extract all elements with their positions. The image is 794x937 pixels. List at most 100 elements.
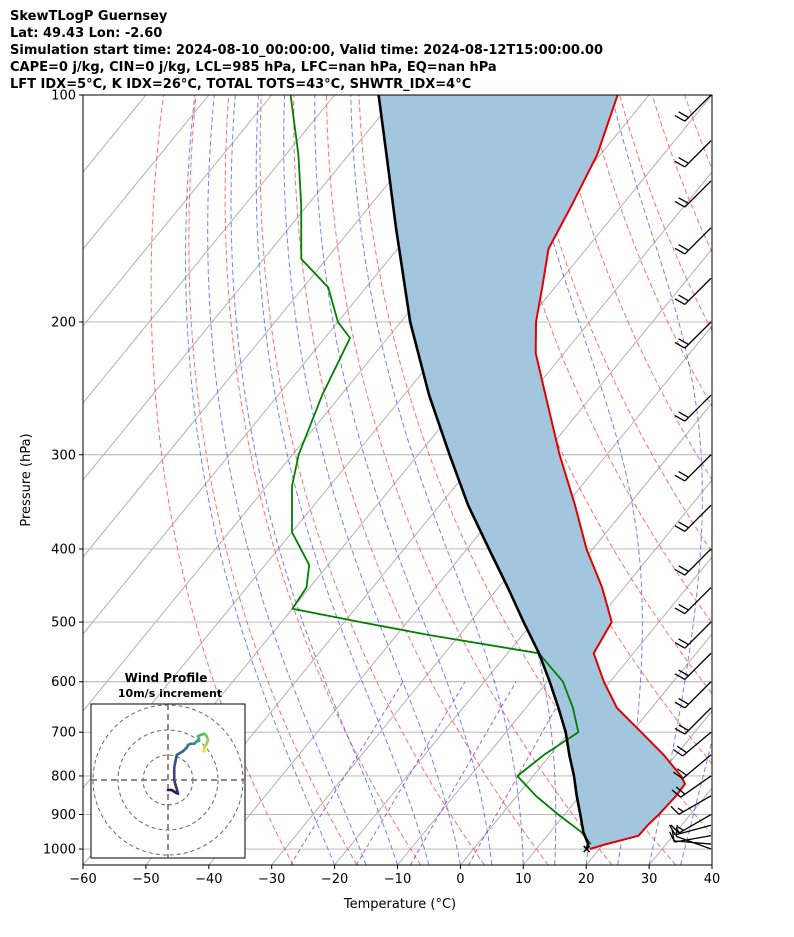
- wind-barb: [674, 587, 712, 615]
- x-tick-label: 10: [515, 872, 532, 887]
- x-tick-label: −50: [132, 872, 159, 887]
- chart-title: SkewTLogP Guernsey: [10, 9, 168, 24]
- wind-barb: [674, 94, 712, 122]
- x-tick-label: 40: [704, 872, 721, 887]
- dry-adiabat: [224, 95, 422, 865]
- wind-barb: [670, 813, 712, 834]
- isotherm-line: [83, 95, 210, 250]
- moist-adiabat: [518, 95, 643, 865]
- x-tick-label: −30: [258, 872, 285, 887]
- x-tick-label: 20: [578, 872, 595, 887]
- location-line: Lat: 49.43 Lon: -2.60: [10, 26, 163, 41]
- isotherm-line: [83, 95, 273, 327]
- wind-barb: [674, 652, 712, 680]
- x-tick-label: −60: [69, 872, 96, 887]
- cape-fill-layer: [378, 95, 685, 849]
- x-tick-label: 30: [641, 872, 658, 887]
- y-tick-label: 600: [51, 675, 76, 690]
- moist-adiabat: [230, 95, 398, 865]
- dry-adiabat: [488, 95, 712, 624]
- mixing-ratio-line: [290, 681, 404, 865]
- isotherm-line: [83, 95, 84, 96]
- isotherm-line: [711, 864, 712, 865]
- cape-line: CAPE=0 j/kg, CIN=0 j/kg, LCL=985 hPa, LF…: [10, 60, 497, 75]
- axes: −60 −50 −40 −30 −20 −10 0 10 20 30 40 100 200 300 400 5…: [43, 89, 720, 888]
- wind-barb: [674, 180, 712, 208]
- temperature-profile-line: [534, 95, 686, 850]
- dry-adiabat: [750, 95, 794, 865]
- surface-parcel-marker: [583, 845, 591, 853]
- cape-cin-fill: [378, 95, 685, 849]
- moist-adiabat: [314, 95, 493, 865]
- profile-lines: [289, 95, 686, 853]
- wind-barb: [674, 140, 712, 168]
- isotherm-line: [83, 95, 398, 481]
- isotherm-line: [397, 479, 712, 865]
- wind-barb: [674, 227, 712, 255]
- isotherm-line: [83, 95, 335, 404]
- y-tick-label: 200: [51, 315, 76, 330]
- y-tick-label: 100: [51, 89, 76, 104]
- dry-adiabat: [783, 95, 794, 865]
- dry-adiabat: [521, 95, 712, 553]
- dry-adiabat: [717, 95, 794, 865]
- mixing-ratio-line: [355, 681, 466, 865]
- moist-adiabat: [711, 863, 712, 865]
- dry-adiabat: [358, 95, 677, 865]
- dry-adiabat: [325, 95, 613, 865]
- chart-header: SkewTLogP Guernsey Lat: 49.43 Lon: -2.60…: [10, 8, 603, 93]
- x-tick-label: 0: [456, 872, 464, 887]
- moist-adiabat: [611, 95, 703, 865]
- y-tick-label: 700: [51, 726, 76, 741]
- wind-barbs: [668, 94, 712, 850]
- hodograph-segment: [172, 753, 179, 769]
- y-tick-label: 1000: [43, 843, 76, 858]
- isotherm-line: [83, 95, 461, 558]
- dry-adiabat: [150, 95, 294, 865]
- moist-adiabat: [255, 95, 430, 865]
- parcel-profile-line: [377, 95, 590, 850]
- isotherm-line: [271, 325, 712, 865]
- dry-adiabat: [259, 95, 485, 865]
- x-tick-label: −20: [321, 872, 348, 887]
- wind-barb: [674, 504, 712, 532]
- y-tick-label: 400: [51, 542, 76, 557]
- isotherm-line: [585, 710, 712, 865]
- inset-title: Wind Profile: [125, 671, 208, 685]
- wind-barb: [674, 621, 712, 649]
- wind-barb: [674, 548, 712, 576]
- index-line: LFT IDX=5°C, K IDX=26°C, TOTAL TOTS=43°C…: [10, 77, 472, 92]
- wind-barb: [674, 454, 712, 482]
- dewpoint-profile-line: [289, 95, 592, 845]
- y-tick-label: 300: [51, 448, 76, 463]
- x-axis-label: Temperature (°C): [343, 897, 456, 912]
- dry-adiabat: [188, 95, 358, 865]
- dry-adiabat: [293, 95, 549, 865]
- wind-barb: [674, 277, 712, 305]
- time-line: Simulation start time: 2024-08-10_00:00:…: [10, 43, 603, 58]
- y-axis-label: Pressure (hPa): [19, 433, 34, 526]
- moist-adiabat: [350, 95, 524, 865]
- wind-barb: [672, 731, 712, 757]
- wind-barb: [674, 394, 712, 422]
- wind-barb: [671, 775, 712, 798]
- wind-barb: [674, 681, 712, 709]
- wind-barb: [669, 831, 712, 843]
- moist-adiabat: [207, 95, 367, 865]
- y-tick-label: 900: [51, 808, 76, 823]
- wind-barb: [670, 795, 712, 815]
- wind-barb: [674, 321, 712, 349]
- moist-adiabat: [283, 95, 461, 865]
- y-tick-label: 800: [51, 769, 76, 784]
- moist-adiabat: [185, 95, 336, 865]
- isotherm-line: [334, 402, 712, 865]
- hodograph-inset: Wind Profile 10m/s increment: [90, 671, 246, 859]
- wind-barb: [672, 754, 712, 780]
- hodograph-plot: [91, 704, 245, 858]
- wind-barb: [674, 707, 712, 735]
- y-tick-label: 500: [51, 616, 76, 631]
- x-tick-label: −10: [384, 872, 411, 887]
- x-tick-label: −40: [195, 872, 222, 887]
- inset-subtitle: 10m/s increment: [118, 687, 222, 700]
